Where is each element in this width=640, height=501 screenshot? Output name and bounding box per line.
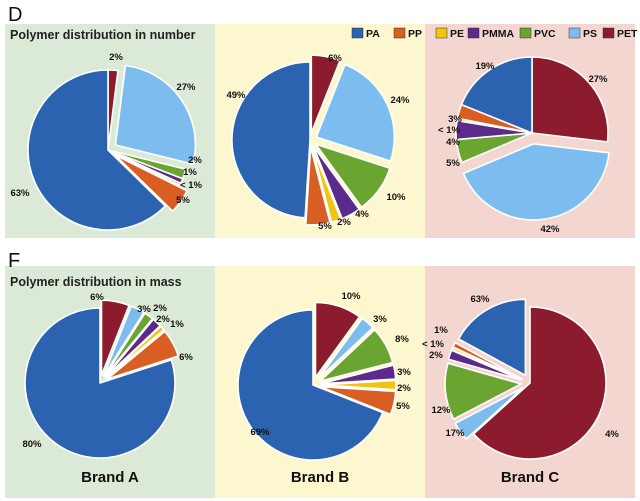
slice-label: 4% [446, 137, 460, 148]
pie-slice-pp [452, 341, 523, 380]
legend-label: PVC [534, 28, 556, 40]
pie-slice-pvc [314, 143, 391, 209]
panel-title: Polymer distribution in mass [10, 275, 182, 289]
slice-label: 2% [188, 155, 202, 166]
legend-label: PP [408, 28, 422, 40]
slice-label: 5% [446, 158, 460, 169]
brand-label: Brand C [501, 469, 560, 486]
slice-label: 12% [431, 405, 451, 416]
pie-slice-pe [311, 145, 342, 224]
slice-label: 6% [90, 292, 104, 303]
slice-label: 3% [397, 367, 411, 378]
pie-slice-pet [531, 56, 609, 143]
slice-label: < 1% [422, 339, 444, 350]
slice-label: 5% [318, 221, 332, 232]
pie-slice-pe [320, 379, 397, 391]
slice-label: 2% [397, 383, 411, 394]
slice-label: 6% [328, 53, 342, 64]
brand-label: Brand B [291, 469, 350, 486]
pie-slice-pvc [103, 312, 154, 378]
legend-swatch [351, 27, 364, 39]
pie-slice-pa [27, 69, 167, 231]
slice-label: 24% [390, 95, 410, 106]
slice-label: 2% [429, 350, 443, 361]
pie-slice-pvc [444, 362, 522, 420]
slice-label: 8% [395, 334, 409, 345]
slice-label: 69% [250, 427, 270, 438]
pie-slice-pp [304, 146, 331, 226]
slice-label: 6% [179, 352, 193, 363]
pie-slice-pa [457, 298, 527, 377]
pie-slice-pa [460, 56, 533, 134]
legend-label: PMMA [482, 28, 514, 40]
pie-slice-ps [102, 305, 145, 377]
pie-slice-pet [310, 54, 341, 134]
pie-slice-pvc [319, 329, 394, 382]
legend-label: PA [366, 28, 380, 40]
slice-label: 63% [10, 188, 30, 199]
pie-slice-pet [314, 301, 361, 379]
legend-swatch [568, 27, 581, 39]
pie-slice-ps [114, 64, 197, 165]
pie-slice-pa [24, 307, 176, 459]
slice-label: 10% [341, 291, 361, 302]
slice-label: 4% [355, 209, 369, 220]
legend-label: PET [617, 28, 638, 40]
slice-label: 2% [156, 314, 170, 325]
pie-slice-pe [107, 149, 182, 187]
legend-label: PS [583, 28, 597, 40]
pie-slice-pet [472, 306, 607, 460]
slice-label: 10% [386, 192, 406, 203]
slice-label: 1% [170, 319, 184, 330]
slice-label: 42% [540, 224, 560, 235]
pie-slice-pe [105, 325, 165, 379]
pie-slice-pp [114, 154, 188, 212]
pie-slice-pa [231, 61, 311, 219]
legend-swatch [602, 27, 615, 39]
slice-label: 17% [445, 428, 465, 439]
legend-swatch [519, 27, 532, 39]
slice-label: 1% [434, 325, 448, 336]
panel-letter: F [8, 250, 20, 272]
slice-label: 5% [176, 195, 190, 206]
panel-letter: D [8, 4, 22, 26]
slice-label: 1% [183, 167, 197, 178]
pie-slice-pmma [320, 364, 397, 385]
slice-label: 3% [373, 314, 387, 325]
slice-label: 2% [109, 52, 123, 63]
slice-label: 49% [226, 90, 246, 101]
legend-swatch [393, 27, 406, 39]
slice-label: 19% [475, 61, 495, 72]
pie-slice-pp [106, 330, 180, 380]
slice-label: 3% [137, 304, 151, 315]
slice-label: < 1% [438, 125, 460, 136]
slice-label: 2% [153, 303, 167, 314]
slice-label: 80% [22, 439, 42, 450]
slice-label: 5% [396, 401, 410, 412]
panel-title: Polymer distribution in number [10, 28, 196, 42]
pie-slice-ps [454, 387, 524, 440]
pie-slice-pp [320, 385, 397, 416]
slice-label: 27% [176, 82, 196, 93]
legend-swatch [435, 27, 448, 39]
brand-label: Brand A [81, 469, 139, 486]
slice-label: < 1% [180, 180, 202, 191]
pie-slice-pa [237, 309, 384, 461]
pie-slice-ps [462, 143, 610, 221]
slice-label: 27% [588, 74, 608, 85]
legend-label: PE [450, 28, 464, 40]
pie-slice-pmma [312, 145, 361, 220]
legend-swatch [467, 27, 480, 39]
slice-label: 4% [605, 429, 619, 440]
slice-label: 3% [448, 114, 462, 125]
slice-label: 63% [470, 294, 490, 305]
slice-label: 2% [337, 217, 351, 228]
pie-slice-pet [100, 299, 130, 376]
pie-slice-ps [315, 63, 396, 162]
pie-slice-ps [317, 317, 374, 380]
